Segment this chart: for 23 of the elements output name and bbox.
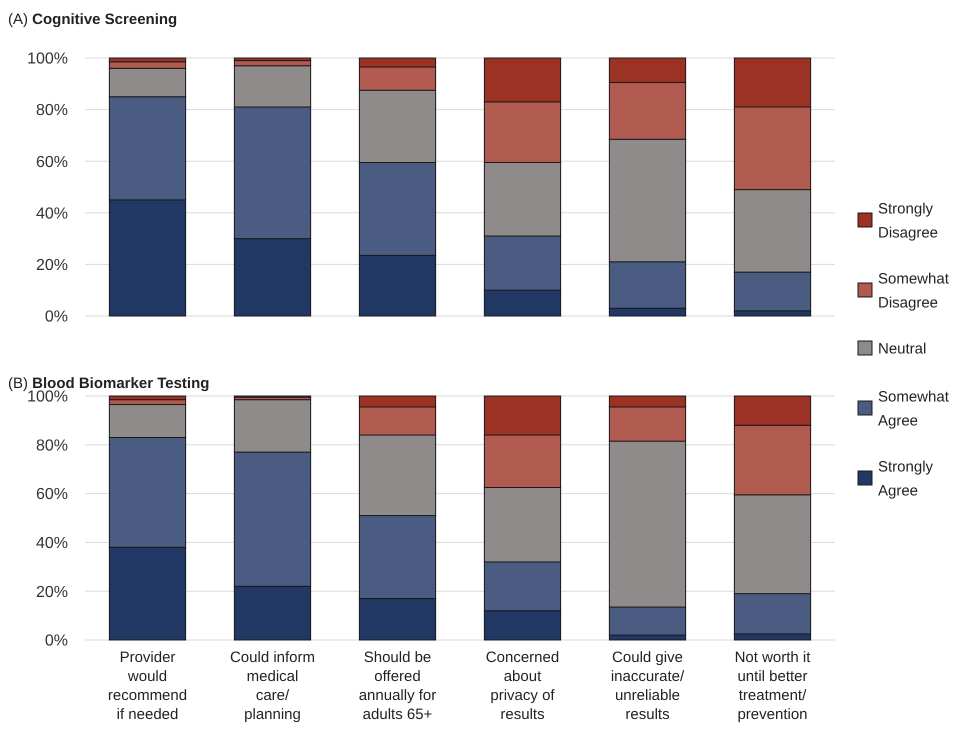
legend-label: Somewhat Disagree: [878, 270, 950, 312]
y-tick-label: 80%: [36, 437, 68, 454]
chart-title: (A) Cognitive Screening: [8, 11, 178, 28]
y-tick-label: 60%: [36, 486, 68, 504]
x-tick-label: Could give inaccurate/ unreliable results: [610, 649, 686, 723]
x-tick-label: Concerned about privacy of results: [486, 649, 560, 723]
x-tick-label: Provider would recommend if needed: [108, 649, 188, 723]
y-tick-label: 20%: [36, 257, 68, 274]
legend-label: Neutral: [878, 340, 926, 358]
x-tick-label: Could inform medical care/ planning: [230, 649, 316, 723]
y-tick-label: 0%: [44, 308, 68, 326]
y-tick-label: 80%: [36, 102, 68, 120]
y-tick-label: 20%: [36, 584, 68, 601]
y-tick-label: 40%: [36, 205, 68, 222]
legend-label: Strongly Agree: [878, 458, 934, 500]
y-tick-label: 60%: [36, 154, 68, 171]
legend-label: Strongly Disagree: [878, 200, 938, 242]
y-tick-label: 40%: [36, 535, 68, 552]
legend-label: Somewhat Agree: [878, 388, 950, 430]
y-tick-label: 100%: [27, 50, 68, 68]
x-tick-label: Should be offered annually for adults 65+: [358, 649, 436, 723]
x-tick-label: Not worth it until better treatment/ prevention: [734, 649, 812, 723]
y-tick-label: 0%: [44, 632, 68, 650]
